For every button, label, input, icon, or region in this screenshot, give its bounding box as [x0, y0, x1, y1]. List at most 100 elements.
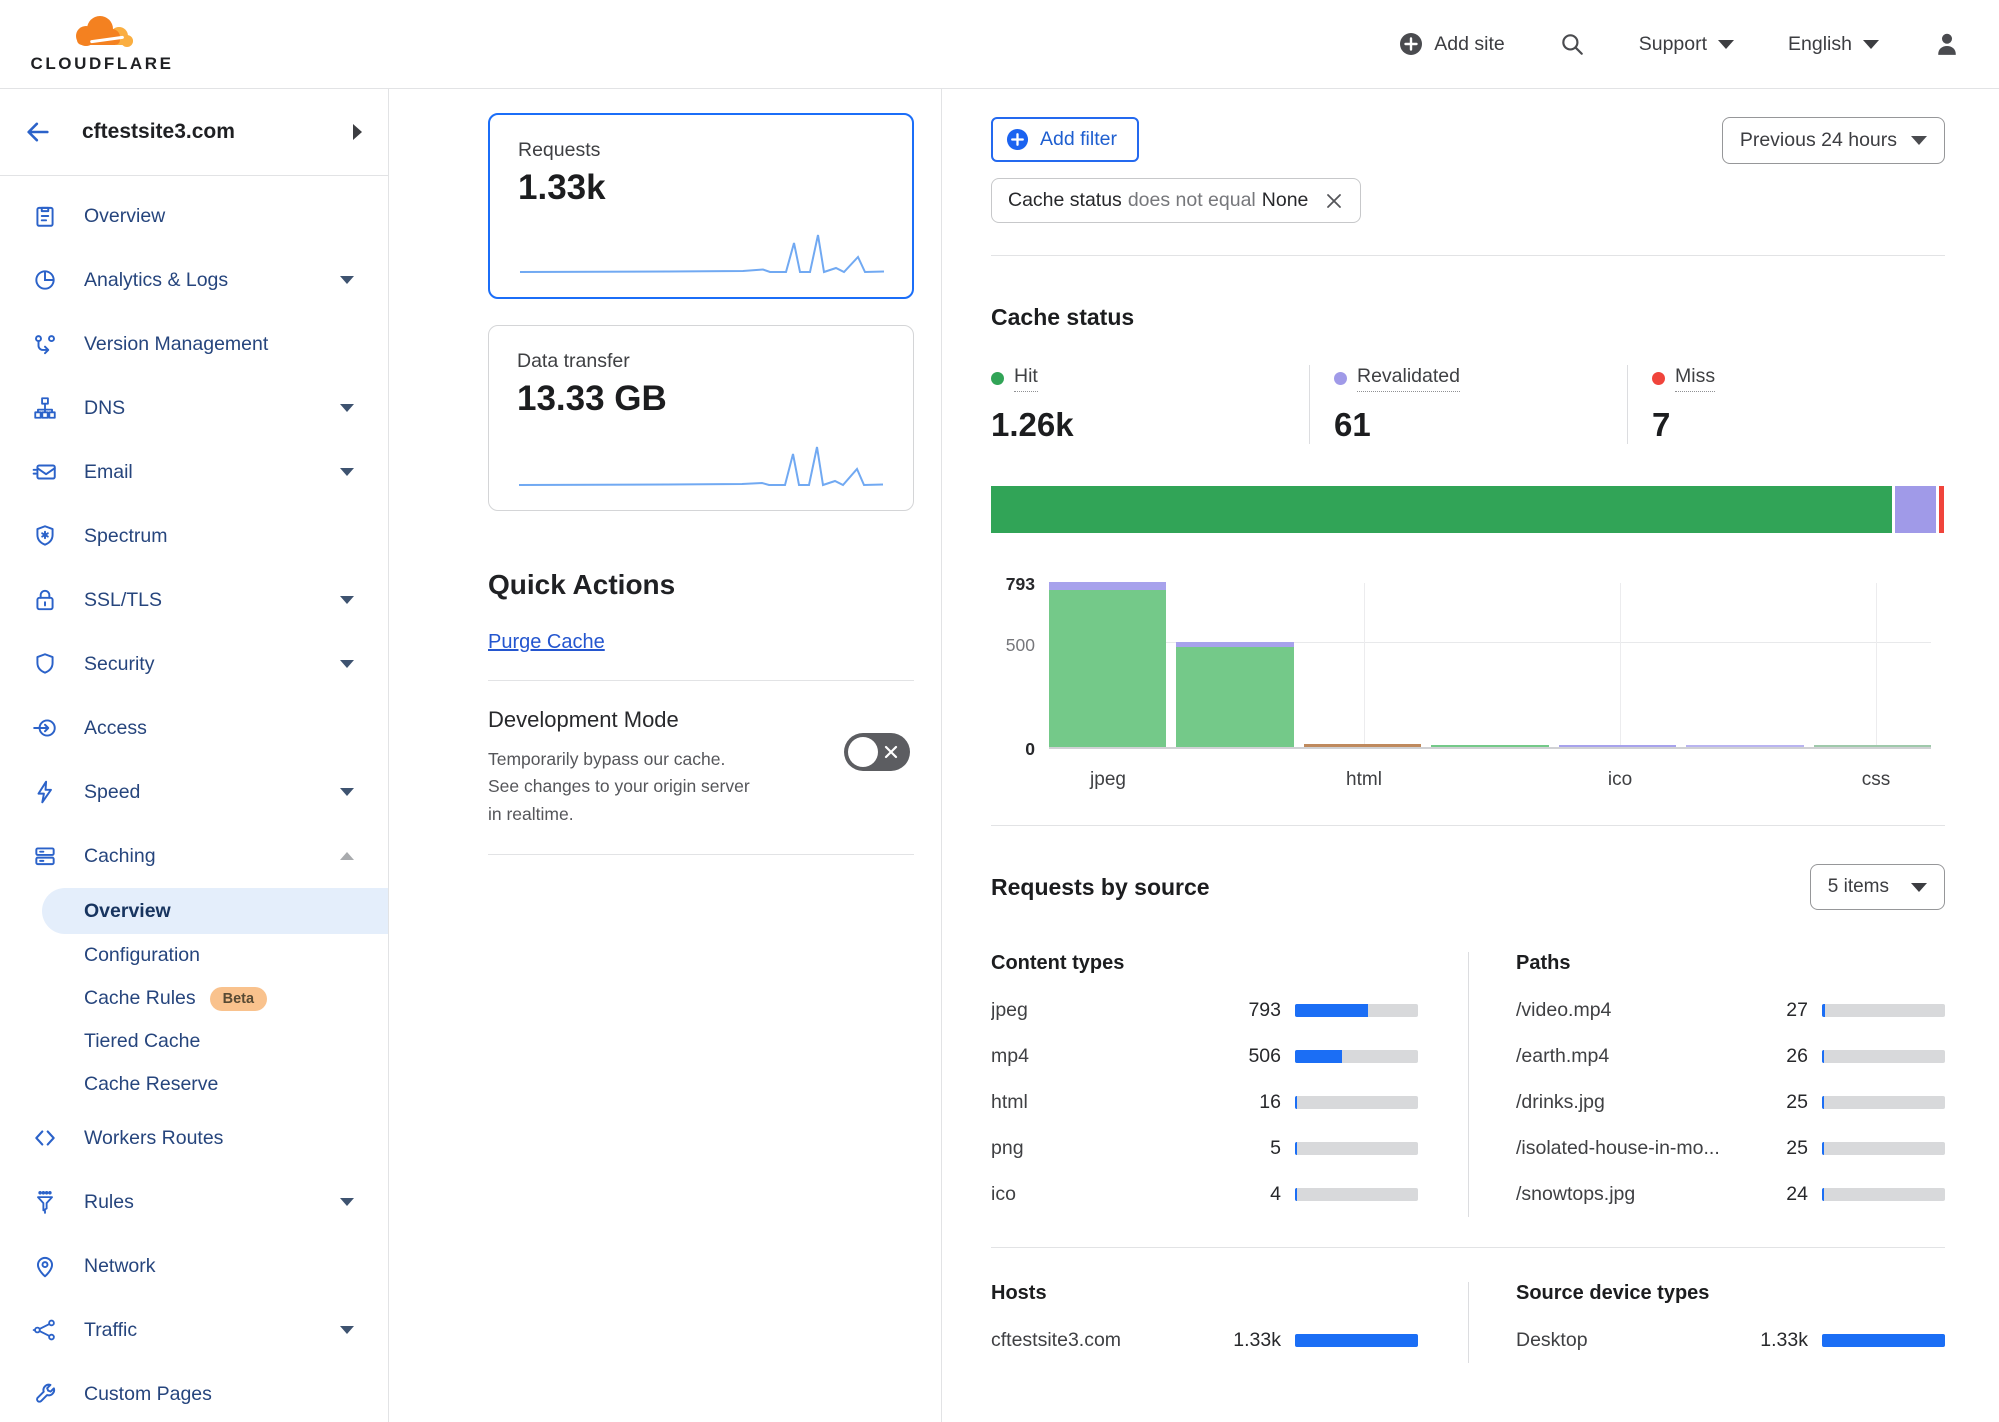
sidebar-subitem-caching-overview[interactable]: Overview — [42, 888, 388, 934]
support-menu[interactable]: Support — [1639, 33, 1735, 56]
sidebar-item-rules[interactable]: Rules — [0, 1170, 388, 1234]
cache-status-column-chart: 793 500 0 jpeg html ico css — [991, 574, 1945, 791]
miss-legend-dot — [1652, 372, 1665, 385]
y-axis-tick: 0 — [1025, 739, 1035, 759]
divider — [991, 255, 1945, 256]
remove-filter-icon[interactable] — [1324, 191, 1344, 211]
dns-tree-icon — [34, 397, 56, 419]
column-bar-css — [1813, 745, 1931, 747]
data-transfer-card-value: 13.33 GB — [517, 379, 667, 418]
sidebar-item-version-management[interactable]: Version Management — [0, 312, 388, 376]
sidebar-item-security[interactable]: Security — [0, 632, 388, 696]
bar-segment — [1558, 745, 1677, 747]
x-axis-tick: css — [1861, 769, 1891, 790]
requests-card-value: 1.33k — [518, 168, 606, 207]
value-bar — [1822, 1003, 1945, 1017]
add-site-label: Add site — [1434, 32, 1505, 55]
divider — [488, 680, 914, 681]
quick-actions-title: Quick Actions — [488, 569, 676, 600]
add-filter-button[interactable]: Add filter — [991, 117, 1139, 162]
stacked-segment-miss — [1938, 486, 1945, 533]
requests-by-source-title: Requests by source — [991, 873, 1210, 900]
sidebar-item-speed[interactable]: Speed — [0, 760, 388, 824]
hit-value: 1.26k — [991, 406, 1074, 443]
time-range-label: Previous 24 hours — [1739, 129, 1897, 151]
data-transfer-sparkline — [518, 446, 884, 487]
column-bar-ico — [1558, 745, 1677, 747]
sidebar: cftestsite3.com Overview Analytics & Log… — [0, 89, 389, 1422]
main-panel: Add filter Previous 24 hours Cache statu… — [942, 89, 1999, 1422]
sidebar-item-analytics-logs[interactable]: Analytics & Logs — [0, 248, 388, 312]
divider — [991, 825, 1945, 826]
chevron-down-icon — [1718, 39, 1735, 49]
map-pin-icon — [36, 1256, 54, 1278]
share-nodes-icon — [32, 1319, 55, 1341]
sidebar-item-custom-pages[interactable]: Custom Pages — [0, 1362, 388, 1422]
value-bar — [1295, 1095, 1418, 1109]
hosts-table: Hosts cftestsite3.com 1.33k — [991, 1282, 1469, 1363]
development-mode-toggle[interactable] — [844, 733, 910, 771]
cache-status-title: Cache status — [991, 304, 1135, 330]
table-row: cftestsite3.com 1.33k — [991, 1317, 1418, 1363]
sidebar-item-workers-routes[interactable]: Workers Routes — [0, 1106, 388, 1170]
sidebar-item-access[interactable]: Access — [0, 696, 388, 760]
table-row: /snowtops.jpg 24 — [1516, 1171, 1945, 1217]
chevron-down-icon — [340, 276, 354, 284]
table-row: png 5 — [991, 1125, 1418, 1171]
metrics-column: Requests 1.33k Data transfer 13.33 GB Qu… — [389, 89, 942, 1422]
bar-segment — [1303, 743, 1422, 747]
sidebar-subitem-cache-reserve[interactable]: Cache Reserve — [84, 1073, 219, 1095]
hit-legend-dot — [991, 372, 1004, 385]
items-count-dropdown[interactable]: 5 items — [1809, 864, 1945, 910]
sidebar-subitem-tiered-cache[interactable]: Tiered Cache — [84, 1030, 201, 1052]
table-row: jpeg 793 — [991, 987, 1418, 1033]
cloudflare-logo-text: CLOUDFLARE — [30, 54, 174, 73]
wrench-icon — [36, 1383, 56, 1403]
time-range-dropdown[interactable]: Previous 24 hours — [1721, 117, 1945, 164]
filter-field: Cache status — [1008, 189, 1122, 211]
beta-badge: Beta — [209, 986, 268, 1011]
sidebar-item-dns[interactable]: DNS — [0, 376, 388, 440]
development-mode-title: Development Mode — [488, 707, 679, 732]
requests-metric-card[interactable]: Requests 1.33k — [488, 113, 914, 299]
bar-segment — [1686, 745, 1804, 747]
hit-legend-label[interactable]: Hit — [1014, 365, 1038, 392]
chevron-up-icon — [340, 852, 354, 860]
cloudflare-logo[interactable]: CLOUDFLARE — [22, 14, 182, 74]
legend-item-hit: Hit 1.26k — [991, 365, 1309, 444]
revalidated-legend-dot — [1334, 372, 1347, 385]
sidebar-item-network[interactable]: Network — [0, 1234, 388, 1298]
chevron-down-icon — [340, 1198, 354, 1206]
sidebar-item-spectrum[interactable]: Spectrum — [0, 504, 388, 568]
data-transfer-metric-card[interactable]: Data transfer 13.33 GB — [488, 325, 914, 511]
sidebar-item-caching[interactable]: Caching — [0, 824, 388, 888]
table-row: /drinks.jpg 25 — [1516, 1079, 1945, 1125]
chevron-right-icon[interactable] — [353, 124, 362, 140]
value-bar — [1822, 1095, 1945, 1109]
divider — [488, 853, 914, 855]
sidebar-item-traffic[interactable]: Traffic — [0, 1298, 388, 1362]
search-icon[interactable] — [1559, 31, 1585, 57]
envelope-icon — [32, 464, 56, 480]
paths-table: Paths /video.mp4 27 /earth.mp4 26 /drink… — [1469, 952, 1945, 1217]
purge-cache-link[interactable]: Purge Cache — [488, 631, 605, 653]
add-site-button[interactable]: Add site — [1399, 32, 1505, 56]
y-axis-tick: 500 — [1005, 635, 1035, 656]
sidebar-subitem-cache-rules[interactable]: Cache Rules Beta — [0, 977, 388, 1020]
sidebar-subitem-configuration[interactable]: Configuration — [84, 944, 200, 966]
user-avatar-icon[interactable] — [1933, 30, 1961, 58]
clipboard-icon — [36, 206, 54, 227]
language-menu[interactable]: English — [1788, 33, 1879, 56]
back-arrow-icon[interactable] — [24, 118, 52, 146]
sidebar-item-ssl-tls[interactable]: SSL/TLS — [0, 568, 388, 632]
revalidated-legend-label[interactable]: Revalidated — [1357, 365, 1460, 392]
sidebar-item-email[interactable]: Email — [0, 440, 388, 504]
filter-chip-cache-status[interactable]: Cache status does not equal None — [991, 178, 1362, 223]
filter-value: None — [1261, 189, 1309, 211]
chevron-down-icon — [340, 468, 354, 476]
table-row: /earth.mp4 26 — [1516, 1033, 1945, 1079]
x-axis-tick: jpeg — [1090, 769, 1126, 790]
value-bar — [1822, 1049, 1945, 1063]
sidebar-item-overview[interactable]: Overview — [0, 184, 388, 248]
miss-legend-label[interactable]: Miss — [1675, 365, 1716, 392]
